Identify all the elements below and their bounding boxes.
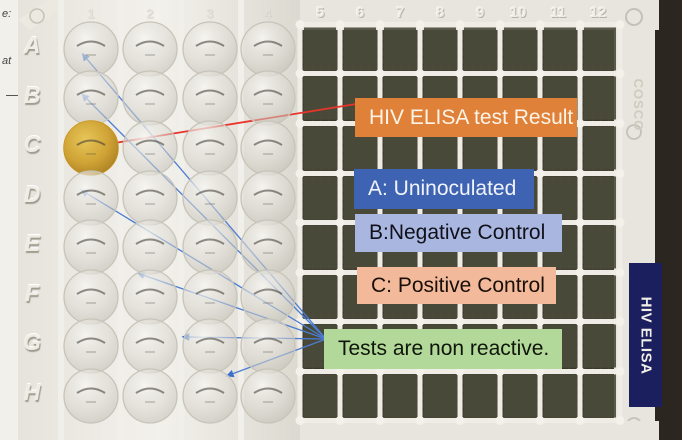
svg-text:COSCO: COSCO — [631, 79, 646, 132]
